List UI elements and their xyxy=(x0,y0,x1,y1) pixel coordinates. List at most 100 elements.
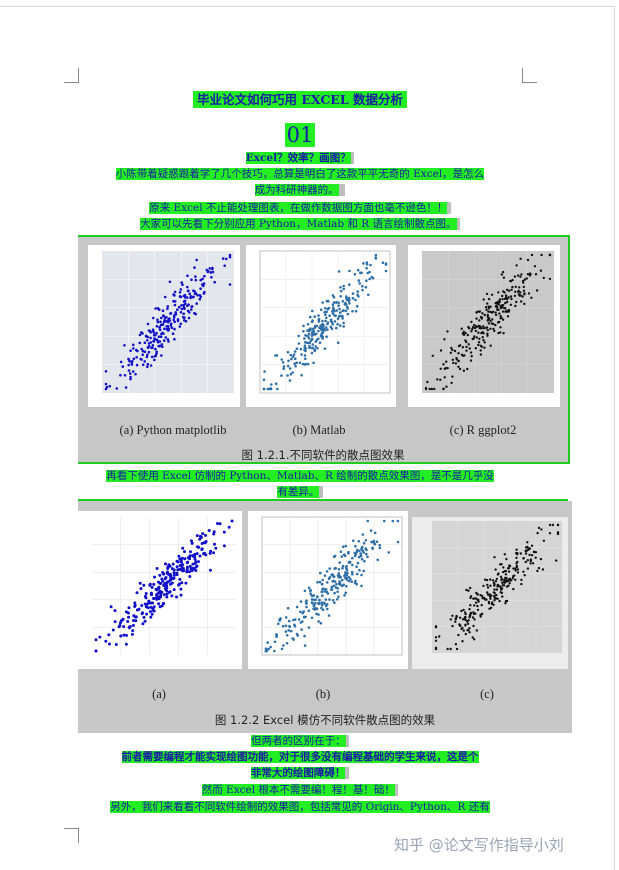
scatter-point xyxy=(108,384,112,388)
scatter-point xyxy=(141,363,145,366)
scatter-point xyxy=(530,554,534,557)
scatter-point xyxy=(461,618,465,621)
scatter-point xyxy=(348,269,351,273)
scatter-point xyxy=(369,263,372,267)
scatter-point xyxy=(195,258,198,262)
scatter-point xyxy=(173,303,177,307)
scatter-point xyxy=(201,277,204,281)
scatter-point xyxy=(145,612,148,616)
crop-mark-top-left xyxy=(64,68,79,83)
scatter-point xyxy=(140,358,143,361)
scatter-point xyxy=(324,307,327,310)
scatter-point xyxy=(486,593,490,596)
scatter-point xyxy=(476,604,479,608)
scatter-point xyxy=(333,580,337,583)
scatter-point xyxy=(364,539,368,542)
scatter-point xyxy=(302,330,305,333)
scatter-point xyxy=(138,333,142,337)
scatter-point xyxy=(501,310,505,313)
scatter-point xyxy=(140,331,143,334)
scatter-point xyxy=(297,334,300,338)
scatter-point xyxy=(285,642,289,645)
scatter-point xyxy=(213,542,216,546)
scatter-point xyxy=(167,563,171,567)
scatter-point xyxy=(187,316,191,320)
scatter-point xyxy=(353,581,357,585)
scatter-point xyxy=(325,335,328,338)
scatter-point xyxy=(461,346,465,349)
scatter-point xyxy=(344,566,348,570)
paragraph-2: 原来 Excel 不止能处理图表，在做作数据图方面也毫不逊色！！ xyxy=(149,202,448,214)
scatter-point xyxy=(94,649,98,653)
scatter-point xyxy=(330,573,333,577)
scatter-point xyxy=(313,315,316,318)
scatter-point xyxy=(508,564,512,568)
scatter-point xyxy=(449,351,452,354)
scatter-point xyxy=(141,611,145,615)
scatter-point xyxy=(515,264,518,267)
scatter-point xyxy=(541,568,545,571)
paragraph-7: 然而 Excel 根本不需要编！程！基！础！ xyxy=(201,784,395,796)
scatter-point xyxy=(312,332,315,336)
scatter-point xyxy=(275,633,279,637)
scatter-point xyxy=(149,331,152,334)
scatter-point xyxy=(468,627,471,630)
scatter-point xyxy=(146,339,149,342)
scatter-point xyxy=(331,303,335,306)
scatter-point xyxy=(347,579,351,583)
scatter-point xyxy=(186,285,189,289)
scatter-point xyxy=(479,615,482,618)
scatter-point xyxy=(154,347,157,351)
scatter-point xyxy=(269,387,273,391)
scatter-point xyxy=(365,261,369,264)
scatter-point xyxy=(150,585,154,589)
scatter-point xyxy=(158,325,161,329)
scatter-point xyxy=(466,622,470,625)
paragraph-4-line-1: 再看下使用 Excel 仿制的 Python、Matlab、R 绘制的散点效果图… xyxy=(106,470,494,482)
scatter-point xyxy=(526,258,530,262)
scatter-point xyxy=(276,387,279,391)
scatter-point xyxy=(472,612,476,616)
scatter-point xyxy=(367,293,370,297)
scatter-point xyxy=(510,288,513,291)
scatter-point xyxy=(537,526,541,530)
scatter-point xyxy=(149,615,153,619)
scatter-point xyxy=(439,367,442,370)
scatter-point xyxy=(188,564,192,568)
scatter-point xyxy=(352,539,355,542)
scatter-point xyxy=(127,615,130,619)
scatter-point xyxy=(376,558,379,562)
scatter-point xyxy=(497,303,500,306)
scatter-point xyxy=(133,601,137,605)
scatter-point xyxy=(501,294,504,298)
scatter-point xyxy=(365,552,368,556)
scatter-point xyxy=(461,332,465,335)
scatter-point xyxy=(524,552,528,555)
scatter-point xyxy=(223,264,226,267)
scatter-point xyxy=(457,633,460,637)
scatter-point xyxy=(514,567,517,570)
scatter-point xyxy=(496,583,499,587)
scatter-point xyxy=(274,354,277,357)
scatter-point xyxy=(160,354,163,357)
scatter-point xyxy=(520,273,523,276)
scatter-point xyxy=(480,331,483,335)
scatter-point xyxy=(183,550,186,554)
scatter-point xyxy=(480,345,483,348)
scatter-point xyxy=(139,587,143,591)
scatter-point xyxy=(182,303,185,307)
scatter-point xyxy=(293,362,296,365)
scatter-point xyxy=(493,591,496,595)
scatter-point xyxy=(487,305,490,308)
scatter-point xyxy=(469,351,473,354)
figure-2-top-rule xyxy=(78,499,568,501)
scatter-point xyxy=(455,647,459,651)
scatter-point xyxy=(340,578,344,582)
scatter-point xyxy=(180,304,183,307)
scatter-point xyxy=(454,643,458,646)
page-top-edge xyxy=(0,6,614,7)
scatter-point xyxy=(195,564,199,568)
scatter-point xyxy=(365,548,368,552)
scatter-point xyxy=(119,634,123,638)
scatter-point xyxy=(462,608,465,612)
